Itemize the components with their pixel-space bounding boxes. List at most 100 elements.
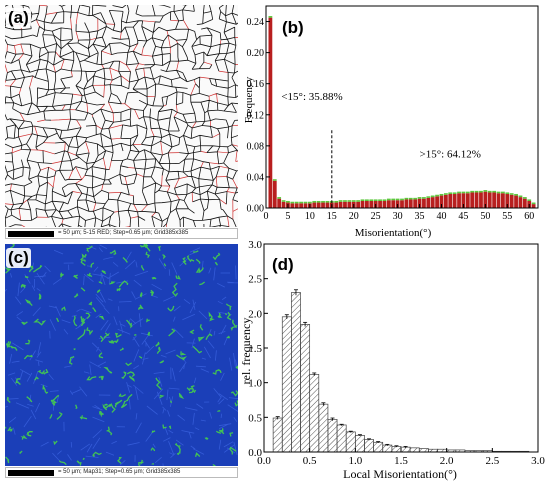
local-misorientation-bar bbox=[418, 448, 429, 453]
local-misorientation-bar bbox=[281, 316, 292, 453]
misorientation-y-tick-label: 0.00 bbox=[247, 204, 265, 215]
misorientation-x-tick-label: 45 bbox=[458, 211, 468, 222]
misorientation-bar bbox=[501, 193, 505, 208]
misorientation-x-tick-label: 40 bbox=[436, 211, 446, 222]
misorientation-bar bbox=[439, 195, 444, 208]
misorientation-bar-cap bbox=[356, 200, 361, 202]
misorientation-bar-cap bbox=[422, 197, 426, 199]
misorientation-bar bbox=[290, 203, 295, 208]
misorientation-y-tick-label: 0.24 bbox=[247, 17, 265, 28]
misorientation-bar bbox=[343, 201, 347, 208]
local-misorientation-y-tick-label: 2.5 bbox=[248, 274, 262, 286]
local-misorientation-bar bbox=[409, 447, 420, 453]
misorientation-bar-cap bbox=[369, 199, 374, 202]
misorientation-bar bbox=[487, 192, 492, 208]
misorientation-bar-cap bbox=[334, 200, 339, 203]
local-misorientation-bar bbox=[336, 424, 347, 453]
misorientation-y-tick-label: 0.08 bbox=[247, 141, 265, 152]
scalebar-a: = 50 μm; 5-15 RED; Step=0.65 μm; Grid385… bbox=[5, 228, 238, 239]
scalebar-c-text: = 50 μm; Map31; Step=0.65 μm; Grid385x38… bbox=[58, 469, 181, 475]
local-misorientation-x-label: Local Misorientation(°) bbox=[343, 467, 457, 481]
local-misorientation-y-tick-label: 3.0 bbox=[248, 240, 262, 251]
misorientation-bar-cap bbox=[378, 199, 382, 202]
local-misorientation-bar bbox=[373, 441, 384, 453]
misorientation-bars bbox=[268, 16, 536, 209]
misorientation-bar-cap bbox=[365, 199, 369, 202]
misorientation-x-tick-label: 10 bbox=[305, 211, 315, 222]
misorientation-bar-cap bbox=[281, 200, 286, 202]
misorientation-x-tick-label: 20 bbox=[349, 211, 359, 222]
local-misorientation-bar bbox=[272, 417, 283, 453]
scalebar-c-bar bbox=[8, 470, 54, 476]
panel-d-label: (d) bbox=[272, 255, 294, 274]
misorientation-bar-cap bbox=[351, 200, 356, 202]
misorientation-y-label: Frequency bbox=[243, 76, 255, 123]
misorientation-bar-cap bbox=[496, 191, 501, 194]
misorientation-bar-cap bbox=[277, 197, 282, 199]
misorientation-bar bbox=[365, 201, 369, 208]
misorientation-bar-cap bbox=[514, 193, 518, 196]
misorientation-bar-cap bbox=[386, 198, 391, 201]
misorientation-bar bbox=[531, 204, 536, 208]
misorientation-bar bbox=[299, 203, 303, 208]
misorientation-bar bbox=[312, 202, 317, 208]
misorientation-bar-cap bbox=[400, 198, 404, 201]
misorientation-bar bbox=[338, 201, 343, 208]
misorientation-bar bbox=[479, 192, 483, 208]
misorientation-bar-cap bbox=[343, 200, 347, 202]
local-misorientation-bar bbox=[391, 446, 402, 453]
misorientation-bar bbox=[268, 17, 273, 209]
misorientation-bar-cap bbox=[426, 196, 431, 198]
scalebar-a-bar bbox=[8, 231, 54, 237]
misorientation-bar-cap bbox=[391, 198, 396, 201]
misorientation-y-tick-label: 0.04 bbox=[247, 172, 265, 183]
misorientation-bar bbox=[470, 192, 475, 208]
misorientation-x-tick-label: 35 bbox=[415, 211, 425, 222]
misorientation-bar-cap bbox=[404, 197, 409, 200]
local-misorientation-bar bbox=[400, 446, 411, 453]
misorientation-bar bbox=[461, 193, 466, 208]
misorientation-bar-cap bbox=[465, 191, 470, 194]
misorientation-bar bbox=[360, 201, 365, 208]
scalebar-c: = 50 μm; Map31; Step=0.65 μm; Grid385x38… bbox=[5, 467, 238, 478]
misorientation-x-label: Misorientation(°) bbox=[355, 227, 432, 239]
kam-high-texture bbox=[5, 244, 238, 466]
misorientation-bar-cap bbox=[299, 201, 303, 204]
misorientation-bar-cap bbox=[312, 200, 317, 203]
misorientation-bar-cap bbox=[373, 199, 378, 202]
local-misorientation-bar bbox=[345, 431, 356, 453]
misorientation-bar-cap bbox=[518, 195, 523, 198]
misorientation-bar-cap bbox=[325, 200, 330, 203]
misorientation-bar bbox=[316, 202, 321, 208]
misorientation-bar-cap bbox=[461, 191, 466, 194]
local-misorientation-x-tick-label: 2.0 bbox=[440, 455, 454, 467]
kam-drawing bbox=[5, 244, 238, 466]
misorientation-bar-cap bbox=[321, 200, 325, 203]
misorientation-bar-cap bbox=[413, 197, 418, 200]
local-misorientation-bar bbox=[364, 439, 374, 453]
local-misorientation-y-label: rel. frequency bbox=[240, 318, 253, 385]
misorientation-bar-cap bbox=[435, 194, 439, 197]
panel-b-label: (b) bbox=[282, 18, 304, 37]
misorientation-bar bbox=[382, 201, 387, 208]
panel-c-label: (c) bbox=[6, 248, 31, 268]
misorientation-bar bbox=[417, 198, 422, 208]
misorientation-bar-cap bbox=[487, 190, 492, 193]
misorientation-bar bbox=[465, 193, 470, 208]
misorientation-bar-cap bbox=[430, 195, 435, 198]
local-misorientation-x-tick-label: 3.0 bbox=[531, 455, 545, 467]
misorientation-axes: 0 5 10 15 20 25 30 35 40 45 50 55 60 0.00 0.04 0.08 0.12… bbox=[247, 5, 539, 222]
misorientation-bar-cap bbox=[474, 190, 479, 193]
misorientation-bar bbox=[408, 199, 413, 208]
misorientation-bar-cap bbox=[483, 190, 488, 192]
local-misorientation-bar bbox=[318, 403, 329, 453]
misorientation-x-tick-label: 60 bbox=[524, 211, 534, 222]
misorientation-bar-cap bbox=[527, 199, 532, 202]
misorientation-bar-cap bbox=[395, 198, 400, 201]
misorientation-x-tick-label: 55 bbox=[502, 211, 512, 222]
misorientation-bar bbox=[369, 201, 374, 208]
misorientation-bar bbox=[413, 199, 418, 208]
misorientation-bar bbox=[281, 201, 286, 208]
misorientation-bar bbox=[277, 198, 282, 208]
kam-background bbox=[5, 244, 238, 466]
